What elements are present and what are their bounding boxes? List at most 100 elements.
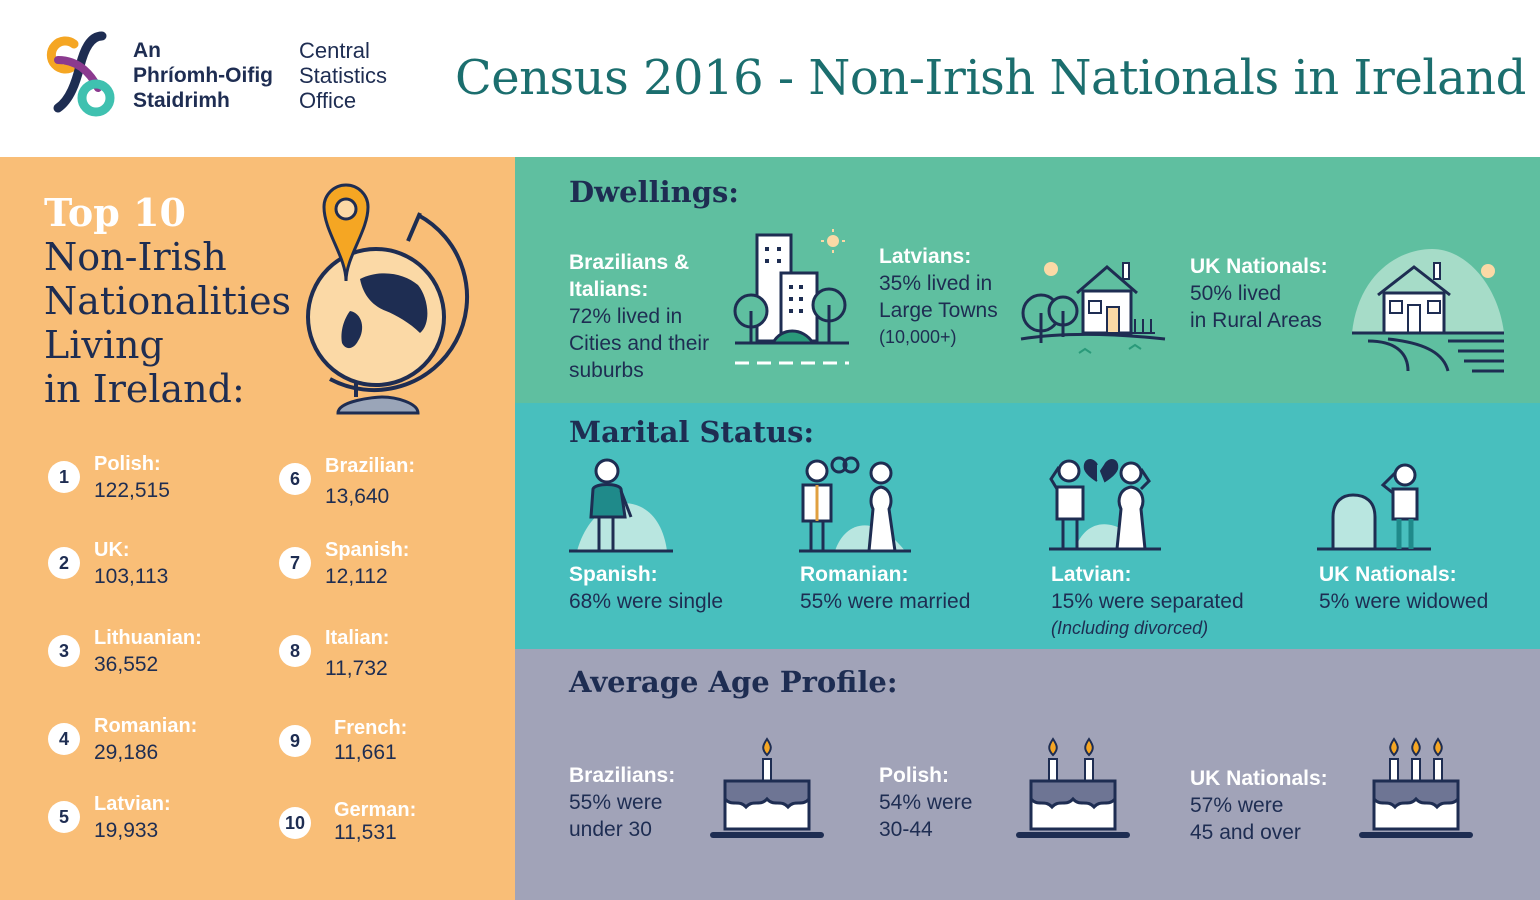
age-group: Brazilians: [569,764,676,787]
rank-nationality: Romanian: [94,715,198,737]
dwelling-group: Latvians: [879,245,972,268]
marital-group: Latvian: [1051,563,1132,586]
dwelling-line: Large Towns [879,299,998,322]
top10-title-highlight: Top 10 [44,190,186,235]
top10-title-line: Non-Irish [44,235,227,279]
cake-three-candles-icon [1358,735,1474,845]
rank-number: 9 [279,725,311,757]
rank-count: 122,515 [94,479,170,502]
marital-title: Marital Status: [569,415,815,449]
rank-count: 36,552 [94,653,159,676]
widowed-person-icon [1315,463,1435,553]
rank-number: 10 [279,807,311,839]
age-45-over-text: UK Nationals: 57% were 45 and over [1190,765,1328,846]
rank-count: 12,112 [325,565,388,588]
top10-title-line: Living [44,323,164,367]
dwelling-line: in Rural Areas [1190,309,1322,332]
rank-count: 29,186 [94,741,159,764]
marital-value: 5% were widowed [1319,590,1489,613]
marital-section: Marital Status: [515,403,1540,649]
age-line: 57% were [1190,794,1284,817]
rank-nationality: Latvian: [94,793,171,815]
dwelling-cities-text: Brazilians & Italians: 72% lived in Citi… [569,249,709,384]
town-house-icon [1019,253,1169,373]
rank-item: 7 Spanish: 12,112 [279,539,499,599]
age-group: Polish: [879,764,950,787]
age-group: UK Nationals: [1190,767,1328,790]
age-line: 54% were [879,791,973,814]
top10-panel: Top 10 Non-Irish Nationalities Living in… [0,157,515,900]
dwelling-group: UK Nationals: [1190,255,1328,278]
city-buildings-icon [733,227,853,372]
rank-item: 1 Polish: 122,515 [48,453,268,513]
dwelling-group: Brazilians & [569,251,690,274]
rank-item: 3 Lithuanian: 36,552 [48,627,268,687]
age-section: Average Age Profile: Brazilians: 55% wer… [515,649,1540,900]
marital-separated-text: Latvian: 15% were separated (Including d… [1051,561,1244,642]
logo-irish-text: An Phríomh-Oifig Staidrimh [133,38,273,113]
age-line: under 30 [569,818,652,841]
logo-irish-line: Staidrimh [133,89,230,112]
dwelling-rural-text: UK Nationals: 50% lived in Rural Areas [1190,253,1328,334]
marital-value: 68% were single [569,590,724,613]
marital-value: 55% were married [800,590,971,613]
dwelling-line: 50% lived [1190,282,1282,305]
rank-nationality: Spanish: [325,539,410,561]
cso-logo-icon [40,30,120,118]
rank-count: 11,661 [334,741,397,764]
age-30-44-text: Polish: 54% were 30-44 [879,762,972,843]
single-person-icon [567,455,677,555]
rank-item: 2 UK: 103,113 [48,539,268,599]
rank-nationality: French: [334,717,408,739]
dwelling-note: (10,000+) [879,327,957,347]
rank-number: 1 [48,461,80,493]
rank-count: 103,113 [94,565,169,588]
separated-couple-icon [1045,453,1165,553]
globe-pin-icon [300,183,470,415]
dwelling-group: Italians: [569,278,649,301]
marital-note: (Including divorced) [1051,618,1209,638]
rank-item: 5 Latvian: 19,933 [48,793,268,853]
logo-english-text: Central Statistics Office [299,38,387,113]
rank-item: 10 German: 11,531 [279,799,499,859]
rank-nationality: UK: [94,539,130,561]
top10-title-line: in Ireland: [44,367,245,411]
page-title: Census 2016 - Non-Irish Nationals in Ire… [455,50,1526,106]
marital-value: 15% were separated [1051,590,1244,613]
married-couple-icon [795,443,915,555]
rural-house-icon [1348,245,1508,375]
rank-count: 19,933 [94,819,159,842]
rank-count: 11,531 [334,821,397,844]
rank-count: 11,732 [325,657,388,680]
age-line: 30-44 [879,818,933,841]
rank-nationality: Brazilian: [325,455,416,477]
top10-title: Top 10 Non-Irish Nationalities Living in… [44,190,292,412]
cake-one-candle-icon [709,735,825,845]
logo-english-line: Central [299,38,370,63]
rank-item: 8 Italian: 11,732 [279,627,499,687]
marital-group: Spanish: [569,563,658,586]
cake-two-candles-icon [1015,735,1131,845]
rank-item: 4 Romanian: 29,186 [48,715,268,775]
dwelling-line: Cities and their [569,332,710,355]
rank-nationality: Lithuanian: [94,627,202,649]
dwelling-towns-text: Latvians: 35% lived in Large Towns (10,0… [879,243,998,351]
dwelling-line: suburbs [569,359,644,382]
marital-single-text: Spanish: 68% were single [569,561,723,615]
marital-group: UK Nationals: [1319,563,1457,586]
rank-number: 2 [48,547,80,579]
rank-number: 8 [279,635,311,667]
rank-number: 7 [279,547,311,579]
marital-married-text: Romanian: 55% were married [800,561,970,615]
rank-item: 9 French: 11,661 [279,717,499,777]
rank-count: 13,640 [325,485,390,508]
rank-item: 6 Brazilian: 13,640 [279,455,499,515]
header: An Phríomh-Oifig Staidrimh Central Stati… [0,0,1540,157]
rank-number: 4 [48,723,80,755]
dwelling-line: 35% lived in [879,272,993,295]
logo-irish-line: An [133,39,161,62]
top10-title-line: Nationalities [44,279,292,323]
rank-number: 3 [48,635,80,667]
age-line: 45 and over [1190,821,1301,844]
logo-english-line: Office [299,88,357,113]
